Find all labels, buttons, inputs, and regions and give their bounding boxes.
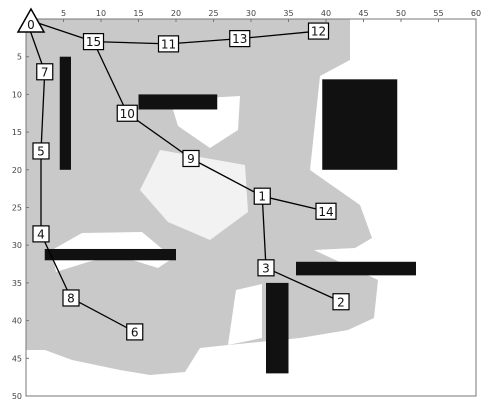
node-label: 12: [311, 25, 326, 39]
node-box: [157, 35, 180, 53]
edge-15-10: [92, 41, 128, 114]
node-15: 15: [82, 33, 105, 51]
x-axis-ticks: 5 10 15 20 25 30 35 40 45 50 55 60: [25, 9, 481, 22]
node-label: 4: [37, 227, 45, 241]
x-tick-label: 60: [471, 9, 481, 18]
x-tick-label: 55: [433, 9, 443, 18]
edge-9-1: [190, 157, 263, 197]
x-tick-label: 25: [208, 9, 218, 18]
edges-layer: [25, 18, 342, 333]
node-label: 6: [131, 325, 139, 339]
node-box: [229, 30, 251, 48]
y-axis-ticks: 5 10 15 20 25 30 35 40 45 50: [12, 18, 29, 401]
obstacle-5: [296, 261, 416, 276]
node-label: 13: [232, 32, 247, 46]
obstacle-4: [44, 248, 176, 261]
reachable-region: [26, 19, 378, 375]
y-tick-label: 20: [12, 166, 22, 175]
node-box: [257, 259, 275, 277]
y-tick-label: 10: [12, 90, 22, 99]
node-box: [36, 63, 54, 81]
x-tick-label: 35: [283, 9, 293, 18]
node-label: 3: [262, 261, 270, 275]
start-label: 0: [27, 18, 35, 32]
node-box: [82, 33, 105, 51]
node-box: [307, 22, 330, 40]
obstacle-6: [266, 282, 289, 374]
node-label: 11: [161, 37, 176, 51]
node-box: [32, 142, 50, 160]
edge-10-9: [126, 112, 192, 160]
node-label: 7: [41, 65, 49, 79]
y-tick-label: 30: [12, 241, 22, 250]
node-1: 1: [253, 187, 271, 205]
obstacle-3: [322, 79, 398, 170]
node-box: [126, 323, 144, 341]
node-label: 14: [318, 205, 333, 219]
node-label: 2: [337, 295, 345, 309]
edge-11-13: [168, 37, 240, 45]
x-tick-label: 50: [396, 9, 406, 18]
node-4: 4: [32, 225, 50, 243]
node-3: 3: [257, 259, 275, 277]
x-tick-label: 20: [171, 9, 181, 18]
node-box: [62, 289, 80, 307]
node-box: [253, 187, 271, 205]
node-14: 14: [315, 202, 337, 220]
node-box: [182, 149, 200, 168]
node-label: 8: [67, 291, 75, 305]
y-tick-label: 25: [12, 204, 22, 213]
y-tick-label: 50: [12, 392, 22, 401]
node-7: 7: [36, 63, 54, 81]
edge-8-6: [70, 297, 136, 333]
y-tick-label: 45: [12, 354, 22, 363]
edge-7-5: [40, 71, 46, 151]
node-12: 12: [307, 22, 330, 40]
node-box: [32, 225, 50, 243]
obstacle-1: [59, 56, 71, 170]
node-label: 9: [187, 152, 195, 166]
node-13: 13: [229, 30, 251, 48]
y-tick-label: 15: [12, 128, 22, 137]
node-label: 1: [258, 190, 266, 204]
node-11: 11: [157, 35, 180, 53]
clear-area-bottom: [228, 284, 262, 345]
node-label: 10: [120, 107, 135, 121]
clear-area-mid: [140, 150, 248, 240]
node-6: 6: [126, 323, 144, 341]
x-tick-label: 40: [321, 9, 331, 18]
node-10: 10: [116, 104, 138, 122]
node-5: 5: [32, 142, 50, 160]
node-box: [332, 293, 350, 311]
start-node: 0: [16, 7, 46, 33]
x-tick-label: 30: [246, 9, 256, 18]
edge-3-2: [265, 267, 342, 303]
edge-1-14: [262, 195, 327, 212]
node-2: 2: [332, 293, 350, 311]
obstacle-2: [138, 94, 218, 110]
y-tick-label: 5: [17, 53, 22, 62]
node-label: 5: [37, 144, 45, 158]
edge-15-11: [93, 40, 169, 45]
node-label: 15: [86, 35, 101, 49]
x-tick-label: 45: [358, 9, 368, 18]
x-tick-label: 10: [96, 9, 106, 18]
start-triangle: [16, 7, 46, 33]
node-8: 8: [62, 289, 80, 307]
node-box: [315, 202, 337, 220]
y-tick-label: 35: [12, 279, 22, 288]
edge-4-8: [40, 233, 72, 299]
edge-1-3: [261, 196, 267, 268]
x-tick-label: 15: [133, 9, 143, 18]
y-tick-label: 40: [12, 317, 22, 326]
node-9: 9: [182, 149, 200, 168]
x-tick-label: 5: [61, 9, 66, 18]
obstacles-layer: [44, 56, 416, 374]
edge-13-12: [239, 30, 319, 40]
node-box: [116, 104, 138, 122]
